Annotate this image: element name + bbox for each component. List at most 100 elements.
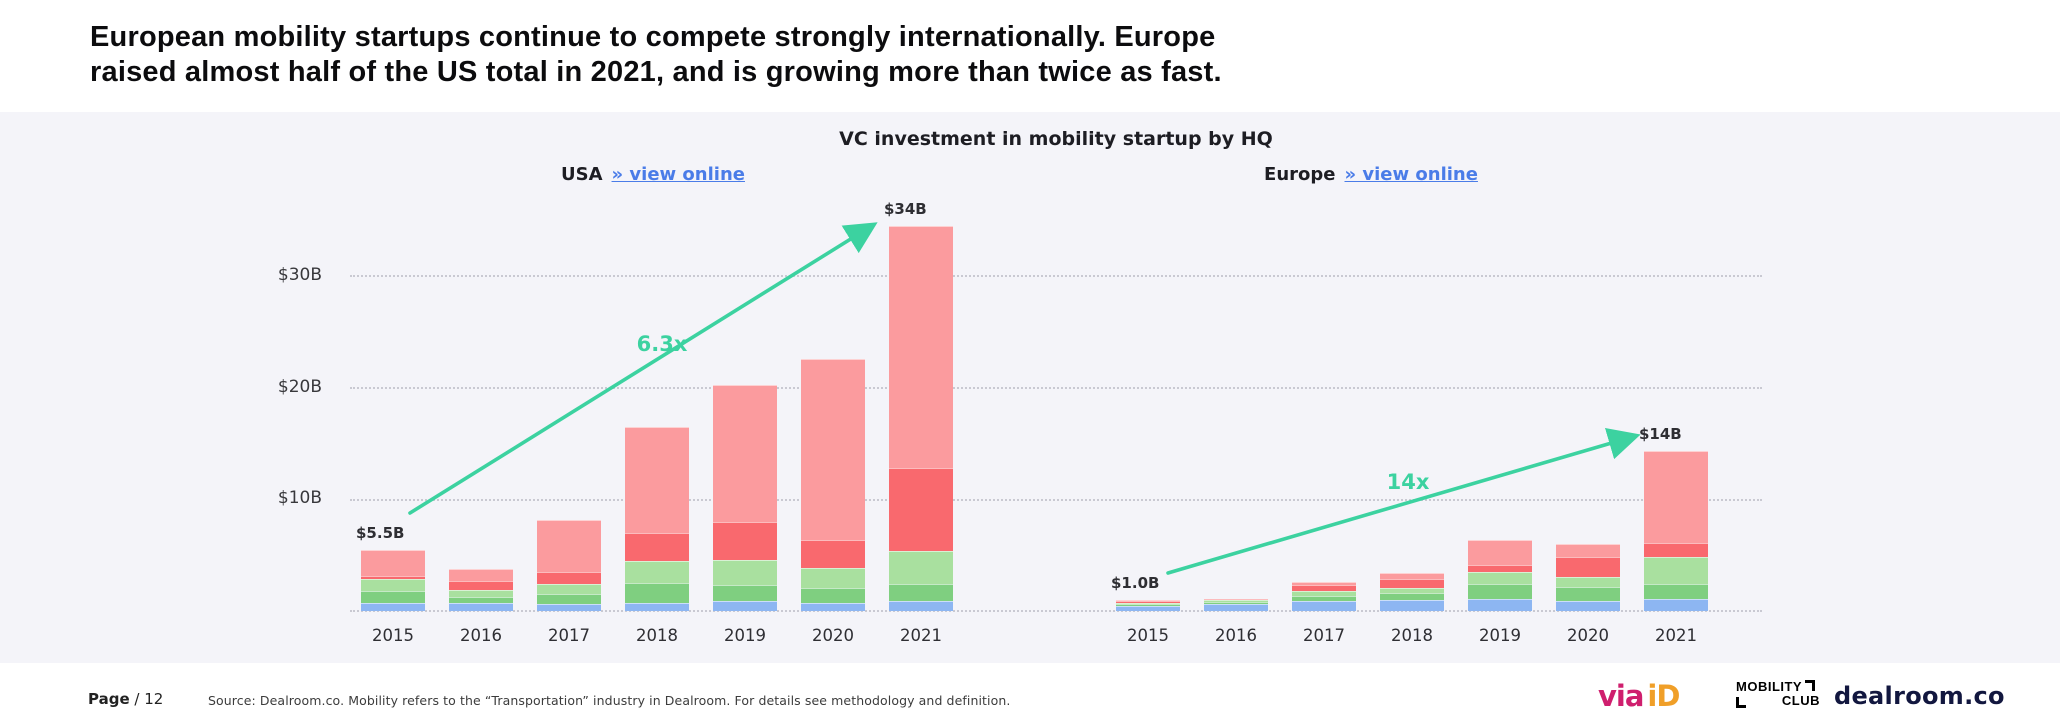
usa-view-online-link[interactable]: » view online <box>611 164 745 185</box>
europe-2015-segment-pink <box>1116 599 1180 601</box>
europe-value-callout-2015: $1.0B <box>1111 573 1160 592</box>
europe-year-label-2016: 2016 <box>1215 626 1257 645</box>
dealroom-logo: dealroom.co <box>1834 682 2005 710</box>
usa-bar-2016 <box>449 568 513 611</box>
europe-bar-2019 <box>1468 539 1532 611</box>
source-note: Source: Dealroom.co. Mobility refers to … <box>208 693 1011 708</box>
usa-2019-segment-green-dark <box>713 585 777 601</box>
europe-2019-segment-red <box>1468 565 1532 572</box>
usa-2019-segment-pink <box>713 384 777 522</box>
europe-2017-segment-blue <box>1292 600 1356 611</box>
europe-2015-segment-green-light <box>1116 603 1180 605</box>
usa-year-label-2016: 2016 <box>460 626 502 645</box>
usa-2017-segment-red <box>537 571 601 585</box>
europe-2020-segment-red <box>1556 556 1620 577</box>
europe-2021-segment-green-light <box>1644 557 1708 585</box>
page-title: European mobility startups continue to c… <box>90 20 1222 90</box>
europe-2015-segment-red <box>1116 600 1180 604</box>
usa-2017-segment-pink <box>537 519 601 572</box>
usa-2017-segment-green-light <box>537 584 601 595</box>
usa-bar-2020 <box>801 358 865 611</box>
usa-year-label-2019: 2019 <box>724 626 766 645</box>
gridline-baseline <box>350 610 1762 612</box>
usa-2015-segment-blue <box>361 603 425 611</box>
europe-year-label-2015: 2015 <box>1127 626 1169 645</box>
page-number-label: Page <box>88 690 130 708</box>
usa-2015-segment-green-light <box>361 578 425 591</box>
europe-2016-segment-blue <box>1204 604 1268 611</box>
usa-2021-segment-green-light <box>889 550 953 585</box>
usa-bar-2018 <box>625 426 689 611</box>
europe-chart-plot: 2015 2016 2017 2018 2019 2020 2021 $1.0B $14B <box>1105 112 1745 645</box>
usa-2017-segment-green-dark <box>537 594 601 605</box>
usa-year-label-2015: 2015 <box>372 626 414 645</box>
usa-chart-plot: 2015 2016 2017 2018 2019 2020 2021 $5.5B $34B <box>350 112 990 645</box>
usa-year-label-2018: 2018 <box>636 626 678 645</box>
ytick-10b: $10B <box>277 488 322 508</box>
mobility-club-line1: MOBILITY <box>1736 679 1803 694</box>
europe-bar-2016 <box>1204 598 1268 611</box>
usa-bar-2021 <box>889 226 953 611</box>
usa-2020-segment-blue <box>801 603 865 611</box>
europe-2018-segment-blue <box>1380 599 1444 611</box>
europe-2018-segment-red <box>1380 578 1444 588</box>
europe-2021-segment-red <box>1644 542 1708 558</box>
usa-2021-segment-green-dark <box>889 584 953 601</box>
usa-2016-segment-green-light <box>449 589 513 597</box>
gridline-30b <box>350 275 1762 277</box>
usa-value-callout-2021: $34B <box>884 199 927 218</box>
usa-2018-segment-red <box>625 532 689 561</box>
usa-2019-segment-red <box>713 521 777 560</box>
usa-2018-segment-pink <box>625 426 689 533</box>
usa-header: USA » view online <box>443 164 863 185</box>
europe-2020-segment-green-dark <box>1556 587 1620 601</box>
europe-2020-segment-blue <box>1556 600 1620 611</box>
usa-2019-segment-green-light <box>713 559 777 586</box>
usa-year-label-2021: 2021 <box>900 626 942 645</box>
europe-2020-segment-pink <box>1556 544 1620 557</box>
viaid-logo-id: iD <box>1647 679 1680 713</box>
europe-2016-segment-pink <box>1204 598 1268 600</box>
europe-year-label-2020: 2020 <box>1567 626 1609 645</box>
europe-2016-segment-green-light <box>1204 600 1268 603</box>
europe-2020-segment-green-light <box>1556 577 1620 588</box>
usa-2018-segment-green-light <box>625 560 689 584</box>
viaid-logo: via iD <box>1598 679 1680 713</box>
europe-year-label-2018: 2018 <box>1391 626 1433 645</box>
europe-2017-segment-pink <box>1292 582 1356 586</box>
mobility-club-line2: CLUB <box>1781 693 1820 708</box>
europe-2018-segment-green-dark <box>1380 593 1444 600</box>
usa-2016-segment-blue <box>449 603 513 611</box>
mobility-club-logo: MOBILITY CLUB <box>1736 680 1820 708</box>
europe-2016-segment-red <box>1204 599 1268 601</box>
usa-bar-2019 <box>713 384 777 611</box>
europe-year-label-2021: 2021 <box>1655 626 1697 645</box>
usa-2017-segment-blue <box>537 604 601 611</box>
usa-2016-segment-green-dark <box>449 596 513 604</box>
usa-growth-label: 6.3x <box>636 332 688 356</box>
ytick-30b: $30B <box>277 265 322 285</box>
europe-view-online-link[interactable]: » view online <box>1344 164 1478 185</box>
usa-2015-segment-green-dark <box>361 590 425 604</box>
europe-2021-segment-pink <box>1644 451 1708 543</box>
europe-2019-segment-pink <box>1468 539 1532 566</box>
usa-2021-segment-red <box>889 468 953 551</box>
europe-2019-segment-green-light <box>1468 571 1532 585</box>
usa-bar-2017 <box>537 519 601 611</box>
usa-2015-segment-red <box>361 575 425 579</box>
usa-2018-segment-blue <box>625 603 689 611</box>
bracket-top-right-icon <box>1805 680 1816 691</box>
usa-2020-segment-green-dark <box>801 587 865 604</box>
usa-2020-segment-red <box>801 539 865 568</box>
usa-2016-segment-red <box>449 580 513 590</box>
europe-2015-segment-green-dark <box>1116 604 1180 606</box>
ytick-20b: $20B <box>277 377 322 397</box>
europe-2021-segment-blue <box>1644 598 1708 611</box>
page-number: Page / 12 <box>88 690 163 708</box>
usa-2020-segment-green-light <box>801 567 865 588</box>
europe-bar-2015 <box>1116 599 1180 611</box>
usa-label: USA <box>561 164 603 185</box>
europe-value-callout-2021: $14B <box>1639 425 1682 444</box>
chart-panel: VC investment in mobility startup by HQ … <box>0 112 2060 663</box>
